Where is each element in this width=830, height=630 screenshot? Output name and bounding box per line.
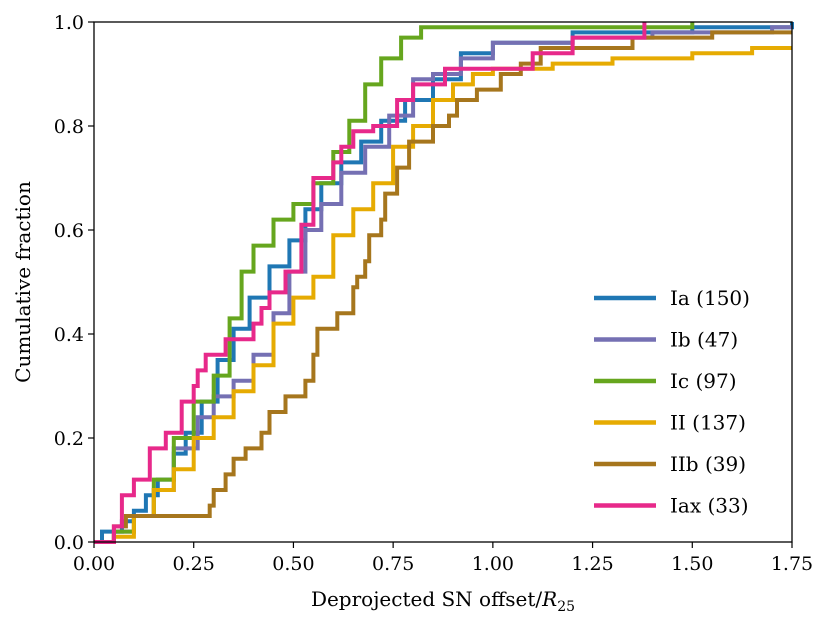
y-tick-label: 1.0 bbox=[54, 12, 84, 34]
legend-label-ib: Ib (47) bbox=[670, 328, 738, 352]
y-tick-label: 0.8 bbox=[54, 116, 84, 138]
x-tick-label: 1.00 bbox=[472, 553, 514, 575]
legend-label-ic: Ic (97) bbox=[670, 369, 737, 393]
series-layer bbox=[94, 22, 794, 544]
legend-label-iax: Iax (33) bbox=[670, 494, 749, 518]
x-tick-label: 0.75 bbox=[372, 553, 414, 575]
legend-label-ia: Ia (150) bbox=[670, 286, 750, 310]
y-tick-label: 0.6 bbox=[54, 220, 84, 242]
x-tick-label: 0.50 bbox=[272, 553, 314, 575]
ticks-layer: 0.00 0.25 0.50 0.75 1.00 1.25 1.50 1.75 0.0 0.2 0.… bbox=[54, 12, 813, 575]
y-tick-label: 0.0 bbox=[54, 532, 84, 554]
plot-frame bbox=[93, 21, 793, 543]
x-axis-label: Deprojected SN offset/R25 bbox=[311, 587, 575, 615]
legend-label-iib: IIb (39) bbox=[670, 452, 746, 476]
x-tick-label: 1.50 bbox=[671, 553, 713, 575]
x-tick-label: 0.00 bbox=[73, 553, 115, 575]
series-line-iax bbox=[94, 22, 647, 544]
y-tick-label: 0.2 bbox=[54, 428, 84, 450]
series-line-ic bbox=[94, 22, 695, 544]
legend-label-ii: II (137) bbox=[670, 411, 746, 435]
series-line-ii bbox=[94, 46, 792, 544]
y-tick-label: 0.4 bbox=[54, 324, 84, 346]
legend: Ia (150) Ib (47) Ic (97) II (137) IIb (39) Ia… bbox=[594, 286, 750, 518]
x-tick-label: 1.75 bbox=[771, 553, 813, 575]
series-line-iib bbox=[94, 30, 792, 544]
y-axis-label: Cumulative fraction bbox=[11, 181, 35, 383]
x-tick-label: 0.25 bbox=[173, 553, 215, 575]
x-tick-label: 1.25 bbox=[571, 553, 613, 575]
